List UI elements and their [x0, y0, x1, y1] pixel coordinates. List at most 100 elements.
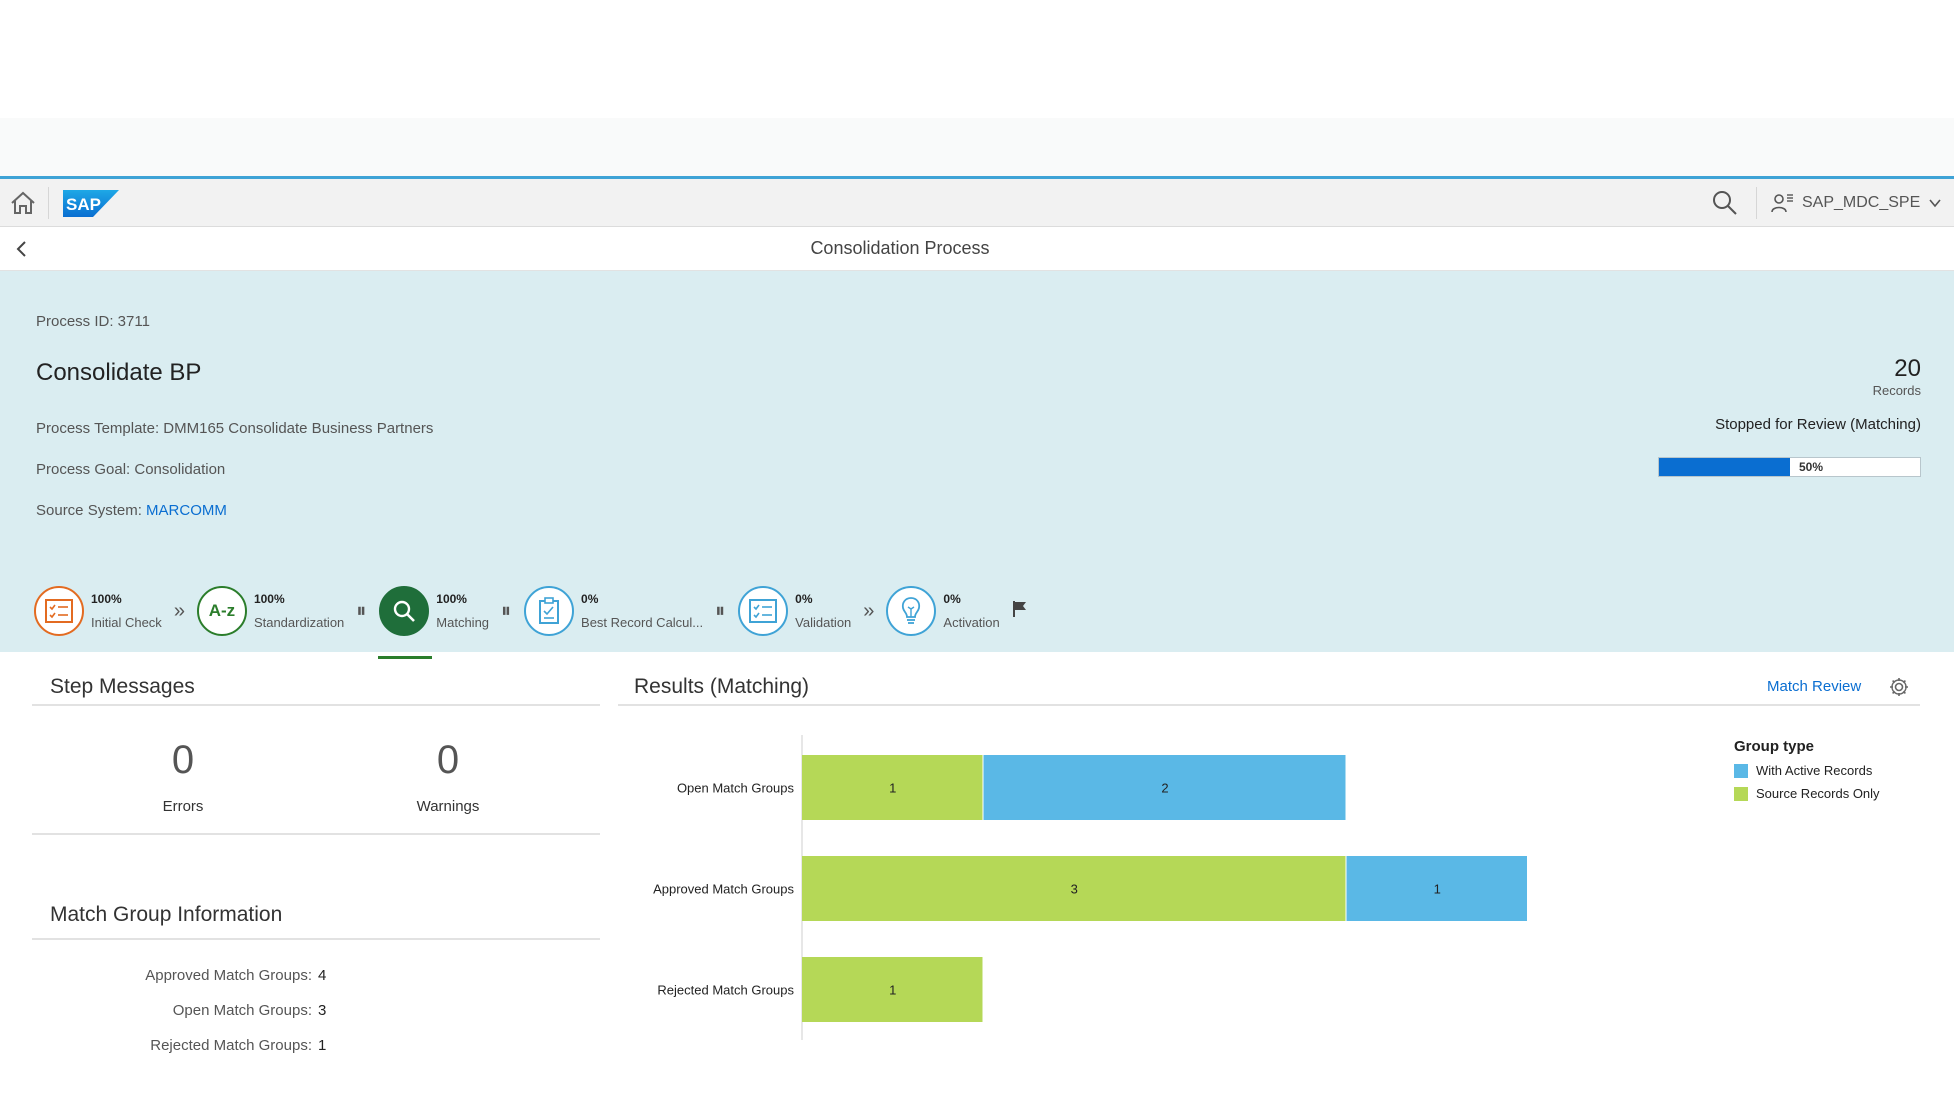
bar-segment[interactable]: [802, 856, 1346, 921]
match-group-info-title: Match Group Information: [50, 903, 283, 926]
info-label: Open Match Groups:: [172, 1002, 312, 1019]
info-row-approved: Approved Match Groups: 4: [36, 967, 326, 984]
info-label: Rejected Match Groups:: [150, 1037, 312, 1054]
results-title: Results (Matching): [634, 675, 810, 698]
sap-logo: SAP: [63, 190, 119, 217]
step-label: Validation: [795, 615, 852, 630]
checklist-icon: [749, 599, 778, 623]
step-standardization[interactable]: A-z 100% Standardization: [196, 586, 345, 636]
pause-icon: ⏸: [356, 599, 368, 622]
bar-segment[interactable]: [983, 755, 1346, 820]
records-count: 20: [1894, 355, 1921, 382]
bar-data-label: 1: [1434, 882, 1441, 897]
warnings-label: Warnings: [416, 798, 480, 815]
process-id: Process ID: 3711: [36, 313, 150, 330]
clipboard-icon: [539, 597, 560, 624]
info-row-rejected: Rejected Match Groups: 1: [36, 1037, 326, 1054]
settings-button[interactable]: [1888, 676, 1910, 698]
shell-separator: [48, 187, 49, 219]
a-z-icon: A-z: [208, 601, 236, 620]
chevron-down-icon: [1929, 199, 1941, 208]
match-review-link[interactable]: Match Review: [1767, 678, 1862, 695]
legend-label: Source Records Only: [1756, 786, 1880, 801]
window-top-area: [0, 0, 1954, 118]
legend-swatch: [1734, 763, 1748, 778]
step-percent: 100%: [91, 592, 122, 606]
shell-separator: [1756, 187, 1757, 219]
double-chevron-icon: »: [863, 599, 875, 622]
source-system: Source System: MARCOMM: [36, 502, 227, 519]
progress-label: 50%: [1799, 460, 1824, 474]
gear-icon: [1890, 678, 1908, 696]
bar-data-label: 1: [889, 781, 896, 796]
divider: [32, 833, 600, 835]
source-system-link[interactable]: MARCOMM: [146, 502, 227, 519]
legend-item-source-records-only: Source Records Only: [1734, 786, 1880, 801]
progress-indicator: 50%: [1658, 457, 1921, 477]
user-name: SAP_MDC_SPE: [1802, 194, 1921, 211]
checklist-icon: [45, 599, 73, 623]
category-label: Rejected Match Groups: [657, 983, 794, 998]
object-header: Process ID: 3711 Consolidate BP Process …: [0, 271, 1954, 659]
step-percent: 0%: [581, 592, 599, 606]
results-bar-chart: Open Match Groups 1 2 Approved Match Groups…: [653, 735, 1528, 1040]
divider: [618, 704, 1920, 706]
step-activation[interactable]: 0% Activation: [886, 586, 1000, 636]
step-percent: 100%: [253, 592, 285, 606]
info-value: 4: [318, 967, 327, 984]
legend-swatch: [1734, 786, 1748, 801]
legend-label: With Active Records: [1756, 763, 1873, 778]
search-icon: [394, 600, 416, 622]
home-button[interactable]: [8, 189, 38, 217]
pause-icon: ⏸: [715, 599, 727, 622]
window-toolbar-area: [0, 118, 1954, 176]
pause-icon: ⏸: [501, 599, 513, 622]
back-button[interactable]: [8, 235, 36, 263]
lightbulb-icon: [902, 597, 921, 624]
errors-label: Errors: [162, 798, 204, 815]
category-label: Open Match Groups: [677, 781, 795, 796]
bar-segment[interactable]: [802, 957, 983, 1022]
legend-item-with-active-records: With Active Records: [1734, 763, 1872, 778]
records-label: Records: [1872, 383, 1921, 398]
process-status: Stopped for Review (Matching): [1715, 416, 1921, 433]
bar-data-label: 2: [1161, 781, 1168, 796]
page-subheader: Consolidation Process: [0, 227, 1954, 271]
progress-fill: [1659, 458, 1790, 476]
process-goal: Process Goal: Consolidation: [36, 461, 226, 478]
home-icon: [11, 191, 35, 214]
step-label: Best Record Calcul...: [581, 615, 704, 630]
legend-title: Group type: [1734, 738, 1815, 755]
bar-data-label: 3: [1071, 882, 1078, 897]
search-icon: [1713, 191, 1737, 215]
search-button[interactable]: [1710, 188, 1740, 218]
shell-bar: SAP SAP_MDC_SPE: [0, 176, 1954, 227]
step-messages-title: Step Messages: [50, 675, 195, 698]
page-title: Consolidation Process: [810, 238, 990, 258]
flag-icon: [1012, 600, 1028, 623]
step-initial-check[interactable]: 100% Initial Check: [34, 586, 162, 636]
step-label: Activation: [943, 615, 1000, 630]
user-icon: [1771, 194, 1793, 213]
double-chevron-icon: »: [173, 599, 185, 622]
bar-segment[interactable]: [1346, 856, 1528, 921]
process-steps: 100% Initial Check » A-z 100% Standardiz…: [34, 581, 1028, 659]
object-title: Consolidate BP: [36, 359, 202, 386]
active-step-indicator: [378, 656, 433, 659]
step-matching[interactable]: 100% Matching: [378, 586, 490, 659]
divider: [32, 938, 600, 940]
process-template: Process Template: DMM165 Consolidate Bus…: [36, 420, 434, 437]
step-best-record-calculation[interactable]: 0% Best Record Calcul...: [524, 586, 703, 636]
errors-count: 0: [171, 738, 195, 782]
step-label: Matching: [436, 615, 490, 630]
step-label: Standardization: [253, 615, 345, 630]
step-percent: 0%: [943, 592, 961, 606]
user-menu-button[interactable]: SAP_MDC_SPE: [1770, 187, 1942, 219]
source-system-label: Source System:: [36, 502, 147, 519]
step-validation[interactable]: 0% Validation: [738, 586, 851, 636]
info-row-open: Open Match Groups: 3: [36, 1002, 327, 1019]
info-label: Approved Match Groups:: [145, 967, 312, 984]
svg-text:SAP: SAP: [66, 195, 101, 214]
category-label: Approved Match Groups: [653, 882, 794, 897]
bar-segment[interactable]: [802, 755, 983, 820]
